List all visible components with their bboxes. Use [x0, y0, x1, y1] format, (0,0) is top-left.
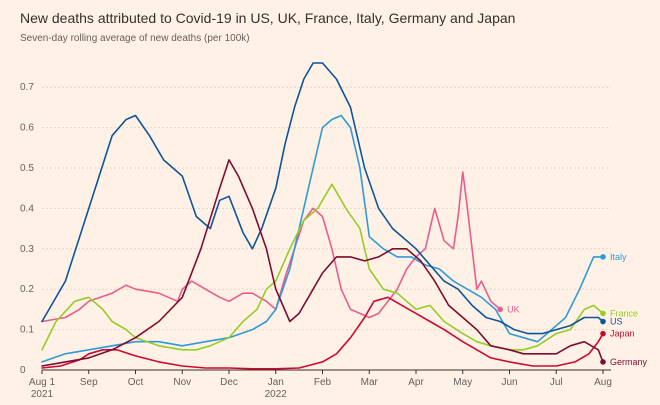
x-tick-label: Mar	[361, 377, 379, 388]
chart-subtitle: Seven-day rolling average of new deaths …	[20, 33, 250, 44]
end-dot-italy	[600, 254, 606, 260]
series-line-germany	[41, 159, 604, 367]
x-tick-label: Feb	[314, 377, 332, 388]
end-dot-japan	[600, 330, 606, 337]
x-tick-label: Aug 1	[29, 377, 56, 388]
x-tick-year-label: 2022	[265, 389, 288, 400]
x-tick-label: May	[453, 377, 472, 388]
end-dot-us	[600, 318, 606, 325]
series-line-france	[41, 183, 604, 351]
x-tick-label: Aug	[594, 377, 612, 388]
x-tick-label: Jul	[550, 377, 563, 388]
x-tick-year-label: 2021	[31, 389, 54, 400]
y-tick-label: 0.6	[20, 123, 34, 134]
series-line-japan	[41, 296, 604, 370]
end-dot-germany	[600, 359, 606, 365]
end-label-uk: UK	[507, 304, 520, 314]
series-line-us	[41, 62, 604, 335]
y-tick-label: 0	[20, 365, 26, 376]
series-line-italy	[41, 114, 604, 363]
end-label-us: US	[610, 317, 623, 327]
x-tick-label: Sep	[80, 377, 98, 388]
y-tick-label: 0.3	[20, 244, 34, 255]
end-dot-france	[600, 310, 606, 317]
y-tick-label: 0.1	[20, 325, 34, 336]
x-tick-label: Jan	[268, 377, 284, 388]
chart-title: New deaths attributed to Covid-19 in US,…	[20, 10, 516, 26]
x-tick-label: Nov	[173, 377, 191, 388]
y-tick-label: 0.5	[20, 163, 34, 174]
end-label-italy: Italy	[610, 252, 627, 262]
y-tick-label: 0.2	[20, 284, 34, 295]
x-tick-label: Dec	[220, 377, 238, 388]
end-dot-uk	[497, 306, 503, 313]
series-line-uk	[41, 171, 502, 323]
end-label-japan: Japan	[610, 329, 635, 339]
y-tick-label: 0.4	[20, 203, 34, 214]
x-tick-label: Jun	[501, 377, 517, 388]
end-label-france: France	[610, 308, 638, 318]
x-tick-label: Oct	[128, 377, 144, 388]
x-tick-label: Apr	[408, 377, 424, 388]
end-label-germany: Germany	[610, 357, 648, 367]
y-tick-label: 0.7	[20, 82, 34, 93]
